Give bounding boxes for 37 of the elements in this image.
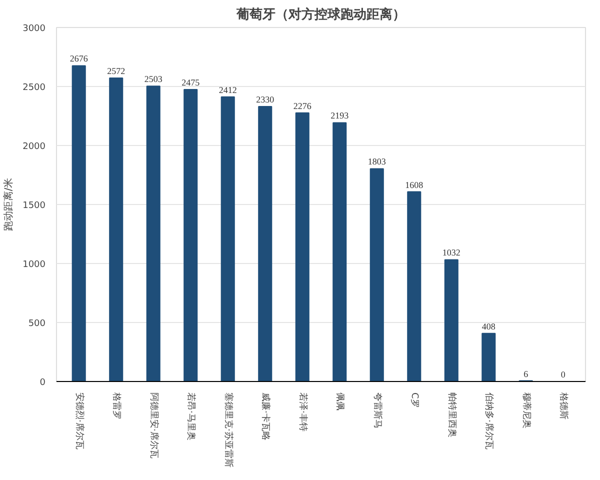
x-tick-label: 安德烈·席尔瓦 <box>74 392 85 450</box>
x-tick-label: 塞德里克·苏亚雷斯 <box>222 392 234 468</box>
y-tick-label: 3000 <box>22 24 46 34</box>
data-label: 2412 <box>218 84 237 95</box>
data-label: 1608 <box>405 180 424 190</box>
x-tick-label: 阿德里安·席尔瓦 <box>148 392 160 458</box>
data-label: 6 <box>524 368 529 379</box>
data-label: 408 <box>482 321 496 332</box>
y-tick-label: 500 <box>28 319 46 329</box>
data-label: 1032 <box>442 248 460 258</box>
x-tick-label: 格雷罗 <box>111 392 122 420</box>
data-label: 2676 <box>70 54 88 64</box>
x-tick-label: 若泽·丰特 <box>297 392 308 432</box>
data-label: 2193 <box>330 110 350 121</box>
y-tick-label: 0 <box>40 378 46 388</box>
x-tick-label: 夸雷斯马 <box>372 392 383 428</box>
y-tick-label: 2500 <box>22 83 46 93</box>
x-tick-label: 格德斯 <box>558 392 570 420</box>
data-label: 2276 <box>293 100 312 111</box>
data-label: 2330 <box>256 94 275 105</box>
y-tick-label: 1500 <box>22 201 46 211</box>
y-tick-label: 2000 <box>22 142 46 152</box>
x-tick-label: 伯纳多·席尔瓦 <box>484 392 495 450</box>
data-label: 2475 <box>182 77 200 88</box>
y-axis-title: 跑动距离/米 <box>2 178 15 232</box>
x-tick-label: 威廉·卡瓦略 <box>260 392 272 440</box>
y-tick-label: 1000 <box>22 260 46 270</box>
data-label: 2503 <box>144 74 163 84</box>
x-tick-label: 穆蒂尼奥 <box>520 392 532 428</box>
data-label: 0 <box>560 370 566 380</box>
data-label: 2572 <box>107 66 126 76</box>
x-tick-label: 若昂·马里奥 <box>186 392 197 440</box>
x-tick-label: C罗 <box>409 392 420 408</box>
data-label: 1803 <box>368 156 386 167</box>
chart-title: 葡萄牙（对方控球跑动距离） <box>236 6 406 22</box>
x-tick-label: 帕特里西奥 <box>446 392 458 438</box>
x-tick-label: 佩佩 <box>334 392 346 410</box>
